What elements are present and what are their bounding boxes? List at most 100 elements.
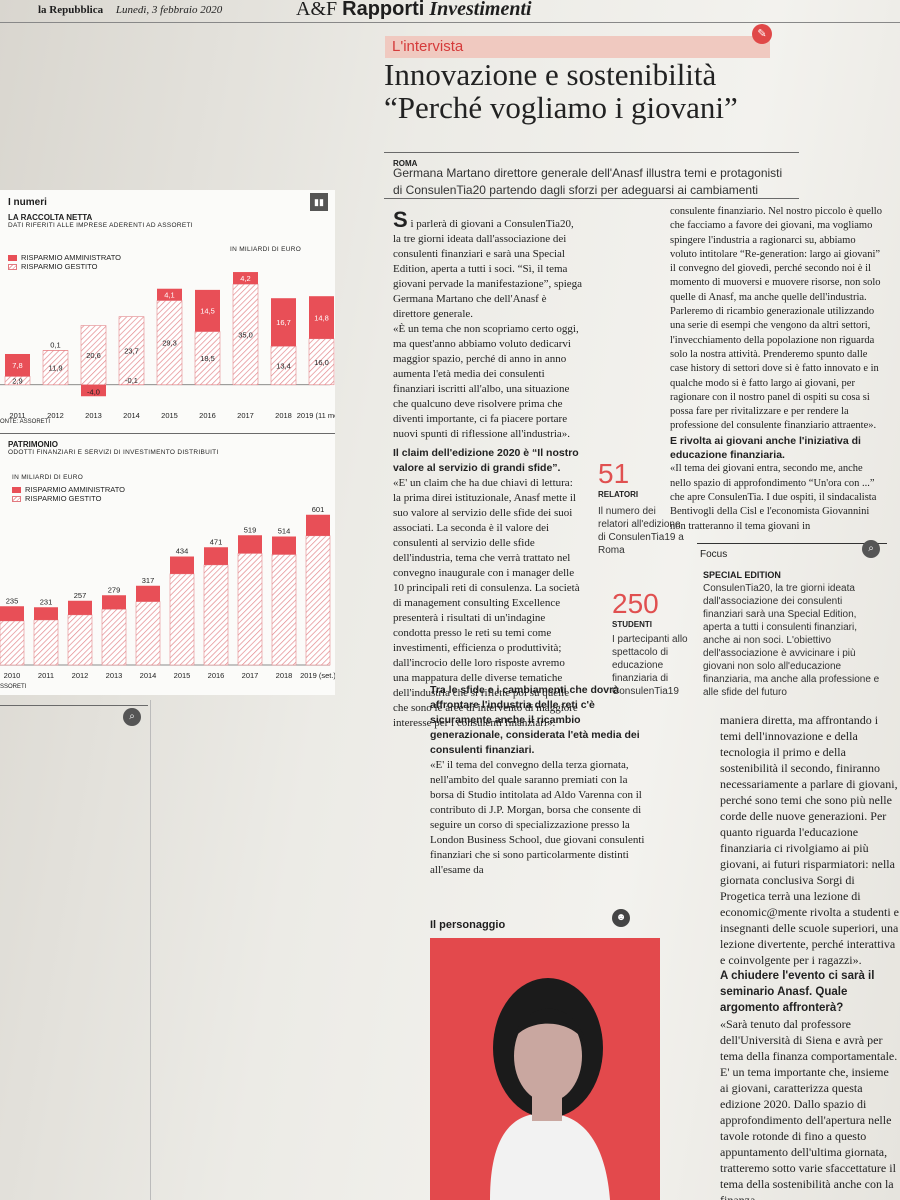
paragraph-2: «È un tema che non scopriamo certo oggi,… xyxy=(393,323,579,440)
chart2-bar-gestito xyxy=(203,564,229,666)
portrait-illustration xyxy=(490,978,610,1200)
stat-studenti-label: STUDENTI xyxy=(612,620,652,629)
chart2-title: PATRIMONIO xyxy=(8,440,58,449)
column-divider xyxy=(150,700,151,1200)
chart2-legend-amm: RISPARMIO AMMINISTRATO xyxy=(12,485,125,494)
question-4: A chiudere l'evento ci sarà il seminario… xyxy=(720,970,875,1014)
paragraph-1-text: i parlerà di giovani a ConsulenTia20, la… xyxy=(393,218,583,320)
chart2-bar-amministrato xyxy=(0,606,24,621)
section-label: L'intervista xyxy=(392,38,464,55)
chart2-bar-amministrato xyxy=(68,600,92,615)
chart2-total-label: 257 xyxy=(74,591,87,600)
legend-swatch-gest xyxy=(8,264,17,271)
headline-line-2: “Perché vogliamo i giovani” xyxy=(384,90,738,125)
chart2-bar-amministrato xyxy=(204,547,228,565)
chart1-bar-gestito xyxy=(42,350,69,386)
chart2-bar-gestito xyxy=(0,620,25,666)
chart2-total-label: 471 xyxy=(210,537,223,546)
legend-label-amm: RISPARMIO AMMINISTRATO xyxy=(21,253,122,262)
stat-studenti-text: I partecipanti allo spettacolo di educaz… xyxy=(612,634,688,697)
headline: Innovazione e sostenibilità “Perché vogl… xyxy=(384,58,824,124)
focus-title: SPECIAL EDITION xyxy=(703,570,781,580)
chart1-label-amministrato: 14,5 xyxy=(200,307,215,316)
chart2-header: PATRIMONIO ODOTTI FINANZIARI E SERVIZI D… xyxy=(8,440,328,456)
chart2-bar-amministrato xyxy=(238,535,262,554)
chart1-title: LA RACCOLTA NETTA xyxy=(8,213,93,222)
drop-cap: S xyxy=(393,207,408,232)
chart2-total-label: 279 xyxy=(108,585,121,594)
chart2-tick-label: 2018 xyxy=(276,671,293,680)
chart2-bar-amministrato xyxy=(170,556,194,574)
chart1-bar-amministrato xyxy=(233,272,258,285)
masthead xyxy=(0,0,900,23)
patrimonio-chart: 235 2010 231 2011 257 2012 279 2013 317 2014 434 20… xyxy=(0,505,335,680)
chart1-label-gestito: 16,0 xyxy=(314,358,329,367)
standfirst: Germana Martano direttore generale dell'… xyxy=(393,165,788,199)
chart1-label-amministrato: 16,7 xyxy=(276,318,291,327)
chart1-tick-label: 2013 xyxy=(85,411,102,420)
chart1-label-gestito: 35,0 xyxy=(238,330,253,339)
paragraph-1: S i parlerà di giovani a ConsulenTia20, … xyxy=(393,209,583,322)
chart2-tick-label: 2017 xyxy=(242,671,259,680)
chart1-tick-label: 2017 xyxy=(237,411,254,420)
question-2: Tra le sfide e i cambiamenti che dovrà a… xyxy=(430,684,640,756)
supplement-header: A&F Rapporti Investimenti xyxy=(296,0,532,21)
chart1-bar-amministrato xyxy=(5,353,30,377)
supplement-section: Investimenti xyxy=(429,0,532,20)
chart2-bar-gestito xyxy=(305,535,331,666)
chart1-bar-amministrato xyxy=(81,384,106,397)
focus-text: ConsulenTia20, la tre giorni ideata dall… xyxy=(703,583,880,698)
chart2-tick-label: 2016 xyxy=(208,671,225,680)
stat-relatori-text: Il numero dei relatori all'edizione di C… xyxy=(598,506,684,556)
portrait-photo xyxy=(430,938,660,1200)
legend2-label-gest: RISPARMIO GESTITO xyxy=(25,494,102,503)
supplement-title: Rapporti xyxy=(342,0,425,20)
dateline: ROMA xyxy=(393,159,418,168)
article-column-2: consulente finanziario. Nel nostro picco… xyxy=(670,205,882,534)
chart2-bar-gestito xyxy=(271,554,297,666)
search-icon-2: ⌕ xyxy=(123,708,141,726)
chart1-label-amministrato: -4,0 xyxy=(87,387,100,396)
charts-divider xyxy=(0,433,335,434)
chart2-total-label: 317 xyxy=(142,576,155,585)
chart2-tick-label: 2019 (set.) xyxy=(300,671,335,680)
chart1-label-gestito: 23,7 xyxy=(124,347,139,356)
paragraph-5: consulente finanziario. Nel nostro picco… xyxy=(670,206,882,432)
chart2-source: SSORETI xyxy=(0,684,27,690)
legend-label-gest: RISPARMIO GESTITO xyxy=(21,262,98,271)
raccolta-netta-chart: 7,8 2,9 2011 0,1 11,9 2012 -4,0 20,6 2013 -0,1 23,… xyxy=(0,272,335,420)
chart1-label-amministrato: 14,8 xyxy=(314,313,329,322)
chart2-bar-gestito xyxy=(135,601,161,666)
chart2-bar-amministrato xyxy=(34,607,58,620)
question-3: E rivolta ai giovani anche l'iniziativa … xyxy=(670,434,861,462)
chart2-bar-amministrato xyxy=(136,585,160,602)
chart1-label-amministrato: 4,1 xyxy=(164,291,174,300)
chart2-tick-label: 2013 xyxy=(106,671,123,680)
chart1-tick-label: 2019 (11 mesi) xyxy=(297,411,335,420)
chart1-legend-gest: RISPARMIO GESTITO xyxy=(8,262,121,271)
legend2-label-amm: RISPARMIO AMMINISTRATO xyxy=(25,485,126,494)
legend2-swatch-amm xyxy=(12,487,21,494)
article-column-1-lower: Tra le sfide e i cambiamenti che dovrà a… xyxy=(430,683,645,878)
chart1-bar-gestito xyxy=(270,345,297,386)
chart1-subtitle: DATI RIFERITI ALLE IMPRESE ADERENTI AD A… xyxy=(8,222,193,229)
chart2-bar-gestito xyxy=(67,614,93,666)
chart2-bar-gestito xyxy=(169,573,195,666)
chart1-bar-gestito xyxy=(308,338,335,386)
pen-icon: ✎ xyxy=(752,24,772,44)
stat-studenti-value: 250 xyxy=(612,588,659,619)
chart1-bar-amministrato xyxy=(271,298,296,347)
paragraph-6: «Il tema dei giovani entra, secondo me, … xyxy=(670,463,877,532)
chart2-subtitle: ODOTTI FINANZIARI E SERVIZI DI INVESTIME… xyxy=(8,449,219,456)
chart1-label-gestito: 11,9 xyxy=(48,364,62,373)
headline-rule xyxy=(384,152,799,153)
chart2-bar-amministrato xyxy=(306,514,330,536)
numbers-box-label: I numeri xyxy=(8,197,47,208)
chart1-label-gestito: 29,3 xyxy=(162,339,177,348)
chart1-label-amministrato: -0,1 xyxy=(125,376,138,385)
chart2-bar-amministrato xyxy=(272,536,296,555)
chart2-tick-label: 2015 xyxy=(174,671,191,680)
stat-relatori-value: 51 xyxy=(598,458,630,489)
focus-label: Focus xyxy=(700,549,728,560)
